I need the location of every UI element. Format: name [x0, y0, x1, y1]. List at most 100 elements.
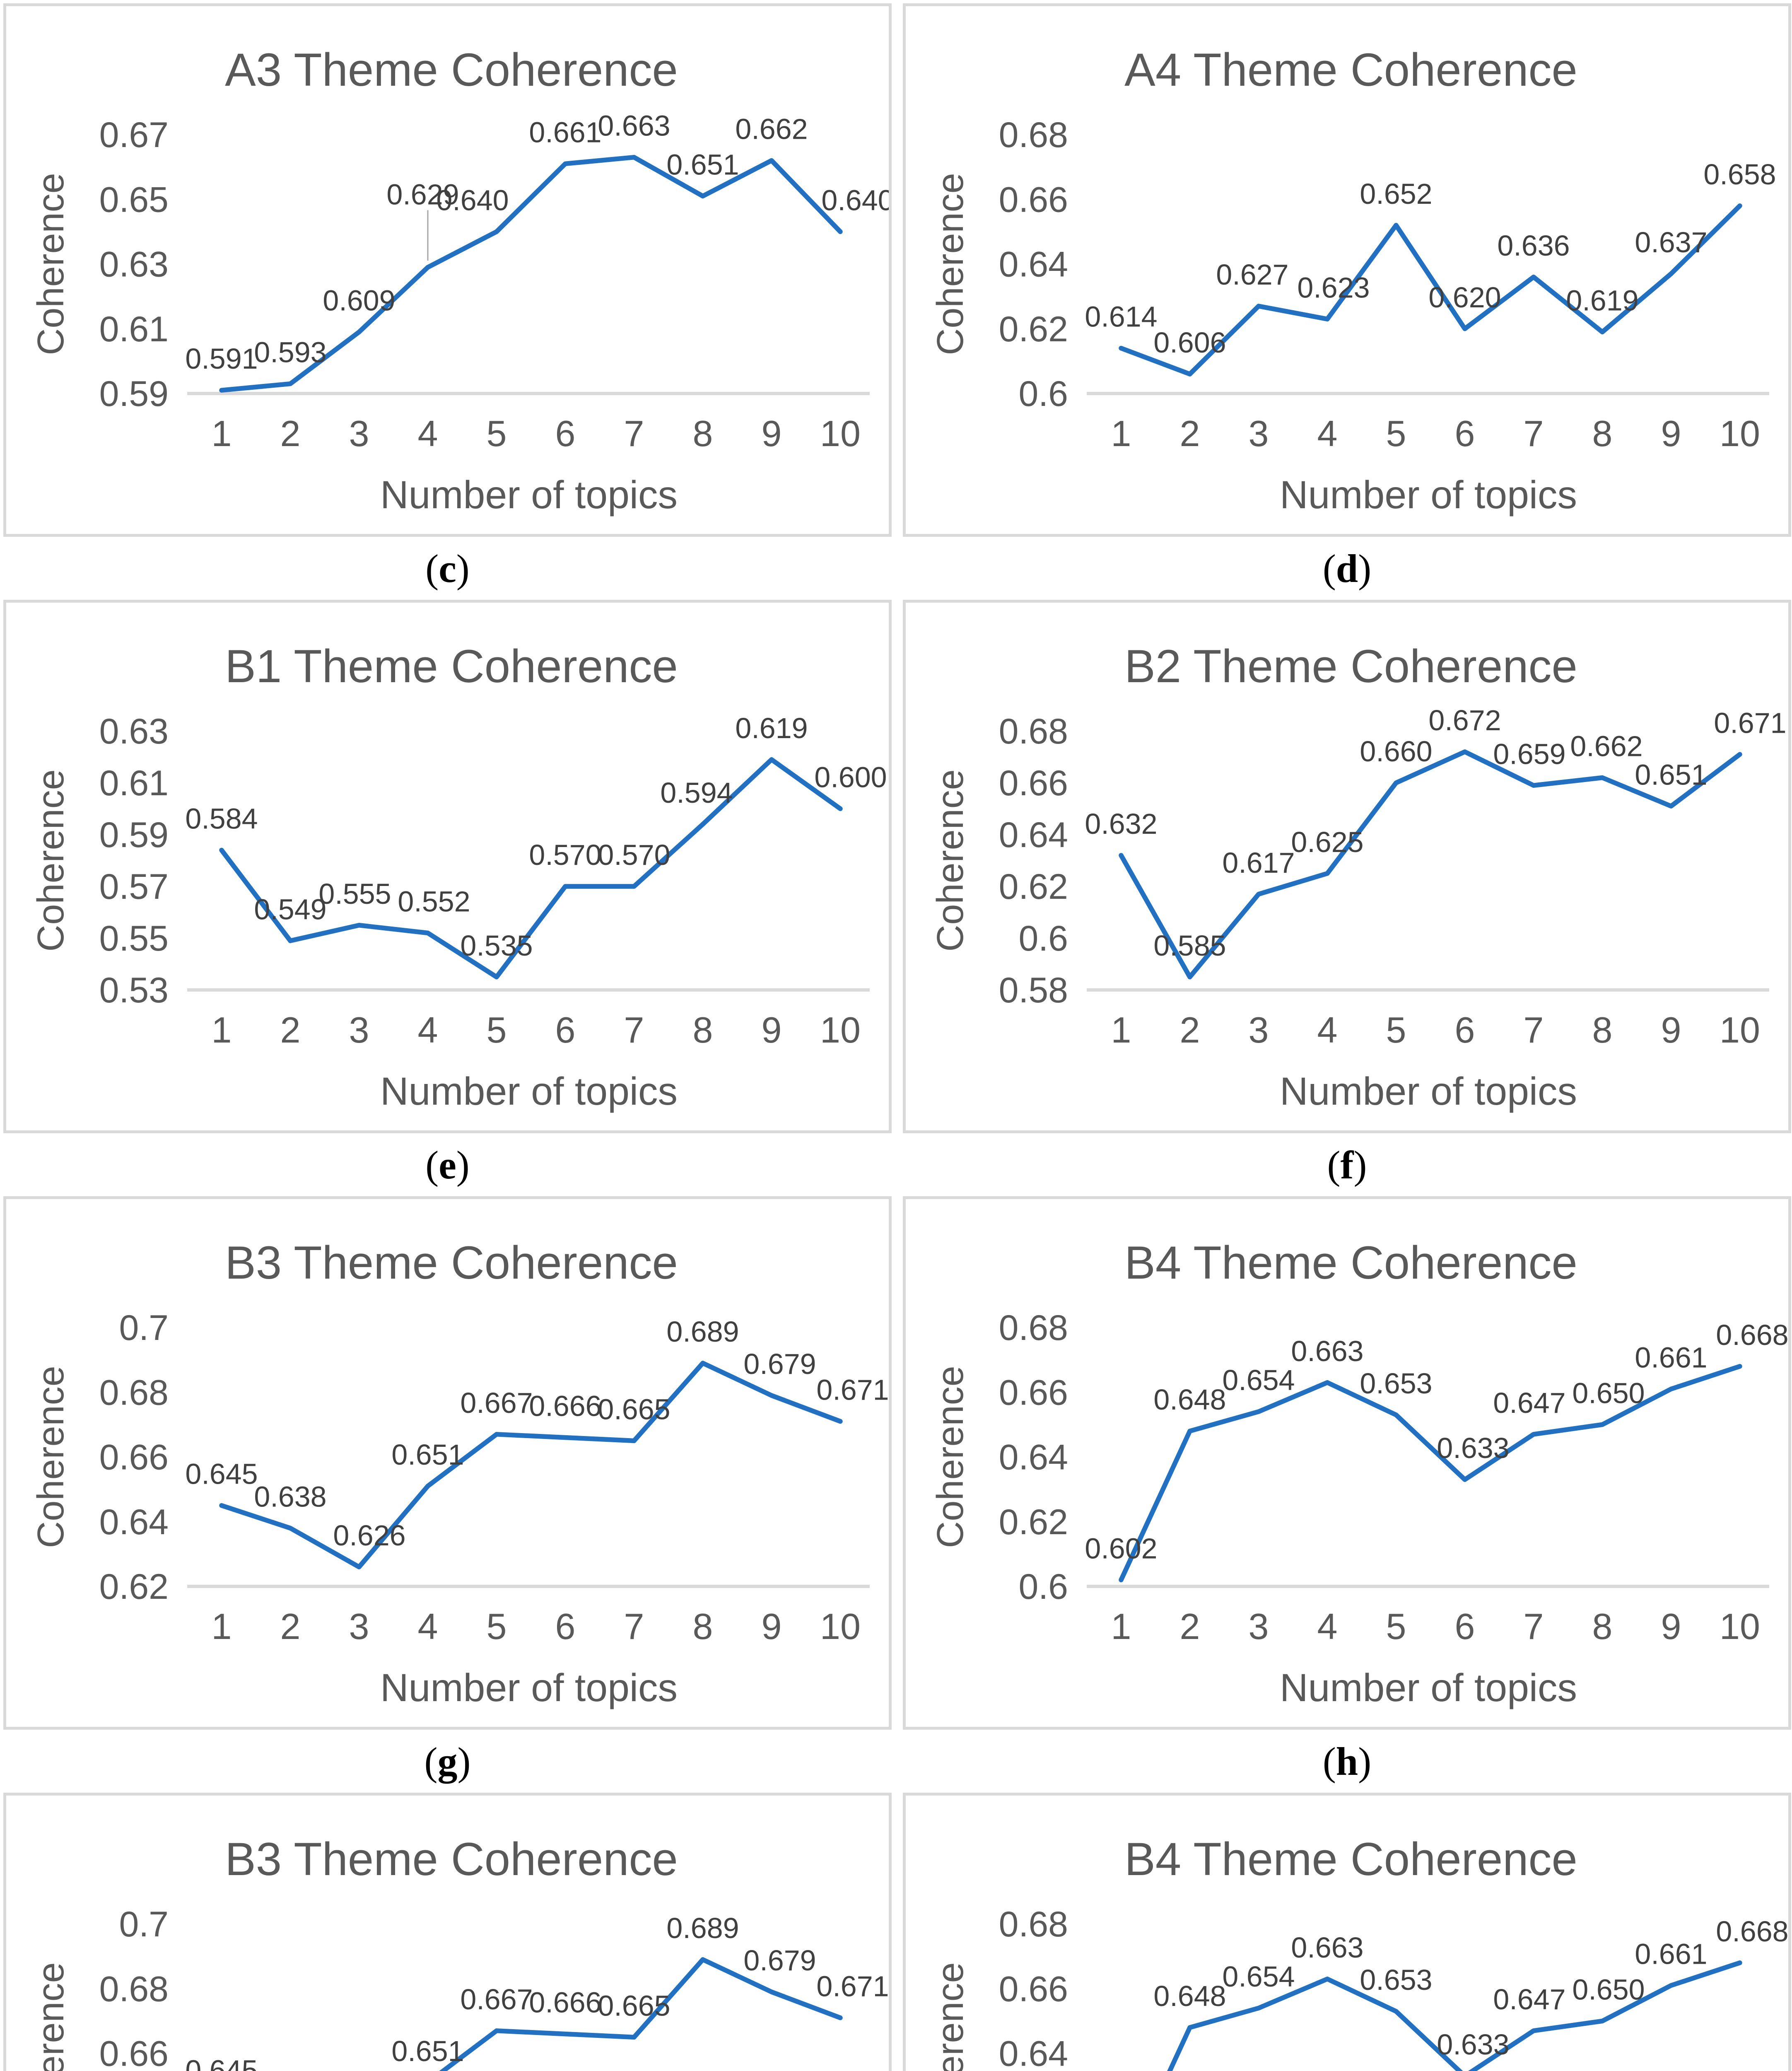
- x-tick-label: 3: [1249, 1009, 1269, 1050]
- chart-title: B3 Theme Coherence: [225, 1237, 678, 1289]
- y-axis-title: Coherence: [30, 769, 72, 951]
- figure-cell-e: B1 Theme Coherence Coherence 0.53 0.55 0.57 0…: [3, 600, 892, 1196]
- x-axis-title: Number of topics: [1280, 1666, 1577, 1710]
- y-tick-label: 0.66: [99, 2034, 169, 2071]
- b4-theme-coherence-line-chart: B4 Theme Coherence Coherence 0.6 0.62 0.64 0.…: [930, 1237, 1788, 1710]
- data-label: 0.662: [1570, 730, 1642, 763]
- x-tick-label: 1: [212, 1009, 232, 1050]
- caption-paren: ): [457, 1739, 471, 1784]
- data-label: 0.600: [814, 761, 887, 794]
- series-line: [219, 757, 843, 980]
- y-tick-label: 0.68: [999, 115, 1068, 155]
- caption-paren: (: [425, 1142, 439, 1187]
- data-label: 0.659: [1493, 738, 1565, 770]
- panel-caption-c: (c): [3, 537, 892, 600]
- figure-cell-d: A4 Theme Coherence Coherence 0.6 0.62 0.64 0.…: [903, 3, 1791, 600]
- b3-theme-coherence-line-chart-repeat: B3 Theme CoherenceCoherence0.620.640.660…: [30, 1833, 889, 2071]
- y-tick-label: 0.62: [99, 1567, 169, 1607]
- data-label: 0.668: [1716, 1915, 1788, 1948]
- panel-caption-h: (h): [903, 1730, 1791, 1793]
- series-line: [219, 154, 843, 393]
- b2-theme-coherence-line-chart: B2 Theme Coherence Coherence 0.58 0.6 0.62 0.…: [930, 640, 1787, 1113]
- y-tick-label: 0.64: [999, 245, 1068, 285]
- panel-caption-e: (e): [3, 1133, 892, 1196]
- x-tick-label: 5: [1386, 1009, 1406, 1050]
- x-tick-label: 10: [820, 1606, 861, 1647]
- x-tick-label: 4: [1317, 413, 1338, 454]
- y-tick-label: 0.59: [99, 374, 169, 414]
- data-label: 0.665: [598, 1989, 670, 2022]
- x-tick-label: 5: [487, 1009, 507, 1050]
- caption-paren: ): [456, 546, 470, 591]
- caption-letter: f: [1340, 1142, 1354, 1187]
- x-tick-label: 2: [280, 1606, 301, 1647]
- x-tick-label: 6: [555, 1009, 576, 1050]
- data-label: 0.651: [666, 148, 739, 181]
- data-label: 0.637: [1635, 226, 1707, 258]
- x-tick-label: 2: [280, 1009, 301, 1050]
- x-tick-label: 8: [1592, 1009, 1613, 1050]
- caption-paren: (: [1322, 546, 1336, 591]
- x-tick-label: 1: [212, 413, 232, 454]
- y-tick-label: 0.63: [99, 712, 169, 751]
- y-tick-label: 0.62: [999, 1502, 1068, 1542]
- chart-panel-b2: B2 Theme Coherence Coherence 0.58 0.6 0.62 0.…: [903, 600, 1791, 1133]
- data-label: 0.645: [185, 1458, 258, 1490]
- x-tick-label: 8: [1592, 1606, 1613, 1647]
- data-label: 0.632: [1085, 808, 1157, 840]
- x-tick-label: 4: [418, 1009, 438, 1050]
- x-tick-label: 9: [762, 413, 782, 454]
- y-axis-title: Coherence: [930, 1366, 971, 1548]
- y-tick-label: 0.6: [1018, 1567, 1068, 1607]
- data-label: 0.623: [1297, 271, 1370, 304]
- x-tick-label: 3: [1249, 1606, 1269, 1647]
- data-label: 0.609: [323, 285, 395, 317]
- x-tick-label: 10: [1720, 1606, 1760, 1647]
- data-label: 0.651: [1635, 758, 1707, 791]
- caption-paren: (: [425, 546, 439, 591]
- data-label: 0.620: [1428, 281, 1501, 314]
- y-tick-label: 0.64: [999, 1438, 1068, 1477]
- y-tick-label: 0.66: [999, 763, 1068, 803]
- x-tick-label: 8: [693, 1009, 713, 1050]
- y-tick-label: 0.7: [119, 1308, 169, 1348]
- data-label: 0.636: [1497, 229, 1570, 262]
- data-label: 0.658: [1703, 158, 1776, 191]
- data-label: 0.593: [254, 336, 326, 369]
- data-label: 0.679: [743, 1348, 816, 1380]
- data-label: 0.667: [460, 1983, 533, 2015]
- x-tick-label: 5: [1386, 413, 1406, 454]
- data-label: 0.617: [1222, 847, 1295, 879]
- data-label: 0.653: [1360, 1367, 1432, 1400]
- series-line: [1119, 1364, 1742, 1583]
- y-tick-label: 0.65: [99, 180, 169, 220]
- data-label: 0.672: [1428, 704, 1501, 736]
- y-tick-label: 0.55: [99, 919, 169, 958]
- data-label: 0.555: [318, 878, 391, 910]
- y-tick-label: 0.68: [999, 1308, 1068, 1348]
- data-label: 0.619: [735, 712, 808, 744]
- figure-cell-h: B4 Theme Coherence Coherence 0.6 0.62 0.64 0.…: [903, 1196, 1791, 1793]
- series-line: [1119, 203, 1742, 377]
- x-tick-label: 4: [1317, 1009, 1338, 1050]
- x-axis-title: Number of topics: [380, 473, 678, 517]
- series-line: [1119, 749, 1742, 980]
- y-tick-label: 0.64: [99, 1502, 169, 1542]
- data-label: 0.666: [529, 1390, 601, 1422]
- x-tick-label: 1: [1111, 1009, 1131, 1050]
- caption-paren: (: [424, 1739, 438, 1784]
- data-label: 0.645: [185, 2054, 258, 2071]
- x-axis-title: Number of topics: [380, 1666, 678, 1710]
- x-tick-label: 7: [1524, 1606, 1544, 1647]
- x-tick-label: 5: [487, 413, 507, 454]
- y-axis-title: Coherence: [930, 1962, 971, 2071]
- data-label: 0.663: [598, 110, 670, 142]
- y-tick-label: 0.66: [999, 180, 1068, 220]
- x-tick-label: 2: [1180, 1606, 1200, 1647]
- caption-letter: d: [1336, 546, 1358, 591]
- x-tick-label: 9: [762, 1606, 782, 1647]
- panel-caption-d: (d): [903, 537, 1791, 600]
- data-label: 0.591: [185, 343, 258, 375]
- y-tick-label: 0.58: [999, 970, 1068, 1010]
- x-tick-label: 5: [1386, 1606, 1406, 1647]
